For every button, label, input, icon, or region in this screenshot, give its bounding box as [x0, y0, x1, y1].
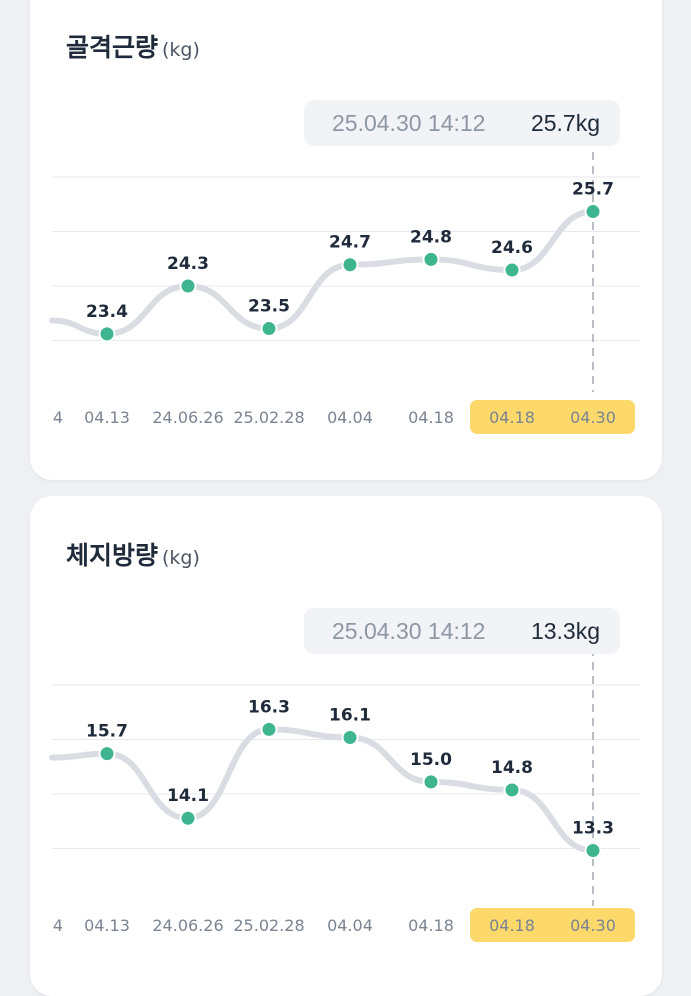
- data-point: [260, 320, 278, 338]
- body-fat-chart[interactable]: 15.7 14.1 16.3 16.1 15.0 14.8 13.3 4 04.13 24.06.…: [30, 496, 662, 996]
- body-fat-card: 체지방량 (kg) 15.7 14.1 16.3 16.1 15.0 14.8 13.3 4 04…: [30, 496, 662, 996]
- data-label: 25.7: [572, 180, 614, 200]
- x-axis-highlight: [470, 908, 635, 942]
- data-point: [341, 256, 359, 274]
- data-point: [341, 728, 359, 746]
- card-title: 골격근량 (kg): [66, 33, 200, 62]
- data-label: 16.1: [329, 705, 371, 725]
- skeletal-muscle-card: 골격근량 (kg) 23.4 24.3 23.5 24.7 24.8 24.6 25.7 4 04…: [30, 0, 662, 480]
- x-tick-label: 24.06.26: [152, 408, 223, 427]
- data-label: 23.5: [248, 297, 290, 317]
- x-tick-label: 04.18: [408, 916, 454, 935]
- tooltip-timestamp: 25.04.30 14:12: [332, 110, 486, 136]
- data-label: 15.7: [86, 722, 128, 742]
- data-point: [98, 745, 116, 763]
- x-tick-label: 04.13: [84, 916, 130, 935]
- data-point: [422, 773, 440, 791]
- selected-point-tooltip: 25.04.30 14:12 25.7kg: [304, 100, 620, 146]
- data-point: [584, 203, 602, 221]
- data-label: 13.3: [572, 819, 614, 839]
- x-tick-label: 04.04: [327, 408, 373, 427]
- unit-label: (kg): [162, 39, 200, 61]
- x-tick-label: 04.18: [489, 916, 535, 935]
- skeletal-muscle-chart[interactable]: 23.4 24.3 23.5 24.7 24.8 24.6 25.7 4 04.13 24.06.…: [30, 0, 662, 480]
- x-axis-highlight: [470, 400, 635, 434]
- tooltip-value: 13.3kg: [530, 618, 600, 644]
- data-point: [179, 277, 197, 295]
- x-tick-label: 04.18: [408, 408, 454, 427]
- data-point: [179, 809, 197, 827]
- tooltip-timestamp: 25.04.30 14:12: [332, 618, 486, 644]
- data-point: [422, 250, 440, 268]
- x-tick-label: 25.02.28: [233, 916, 304, 935]
- data-label: 24.7: [329, 233, 371, 253]
- data-point: [503, 781, 521, 799]
- tooltip-value: 25.7kg: [530, 110, 600, 136]
- data-label: 15.0: [410, 750, 452, 770]
- x-tick-label: 25.02.28: [233, 408, 304, 427]
- x-tick-label: 4: [53, 916, 63, 935]
- data-label: 24.8: [410, 227, 452, 247]
- data-point: [98, 325, 116, 343]
- data-label: 24.3: [167, 254, 209, 274]
- data-label: 24.6: [491, 238, 533, 258]
- x-tick-label: 24.06.26: [152, 916, 223, 935]
- x-tick-label: 04.04: [327, 916, 373, 935]
- data-label: 23.4: [86, 302, 128, 322]
- card-title: 체지방량 (kg): [66, 541, 200, 570]
- data-label: 14.1: [167, 786, 209, 806]
- x-tick-label: 04.30: [570, 408, 616, 427]
- data-label: 16.3: [248, 697, 290, 717]
- data-point: [260, 720, 278, 738]
- data-label: 14.8: [491, 758, 533, 778]
- data-point: [503, 261, 521, 279]
- x-tick-label: 04.13: [84, 408, 130, 427]
- unit-label: (kg): [162, 547, 200, 569]
- x-tick-label: 04.18: [489, 408, 535, 427]
- x-tick-label: 4: [53, 408, 63, 427]
- x-tick-label: 04.30: [570, 916, 616, 935]
- data-point: [584, 842, 602, 860]
- selected-point-tooltip: 25.04.30 14:12 13.3kg: [304, 608, 620, 654]
